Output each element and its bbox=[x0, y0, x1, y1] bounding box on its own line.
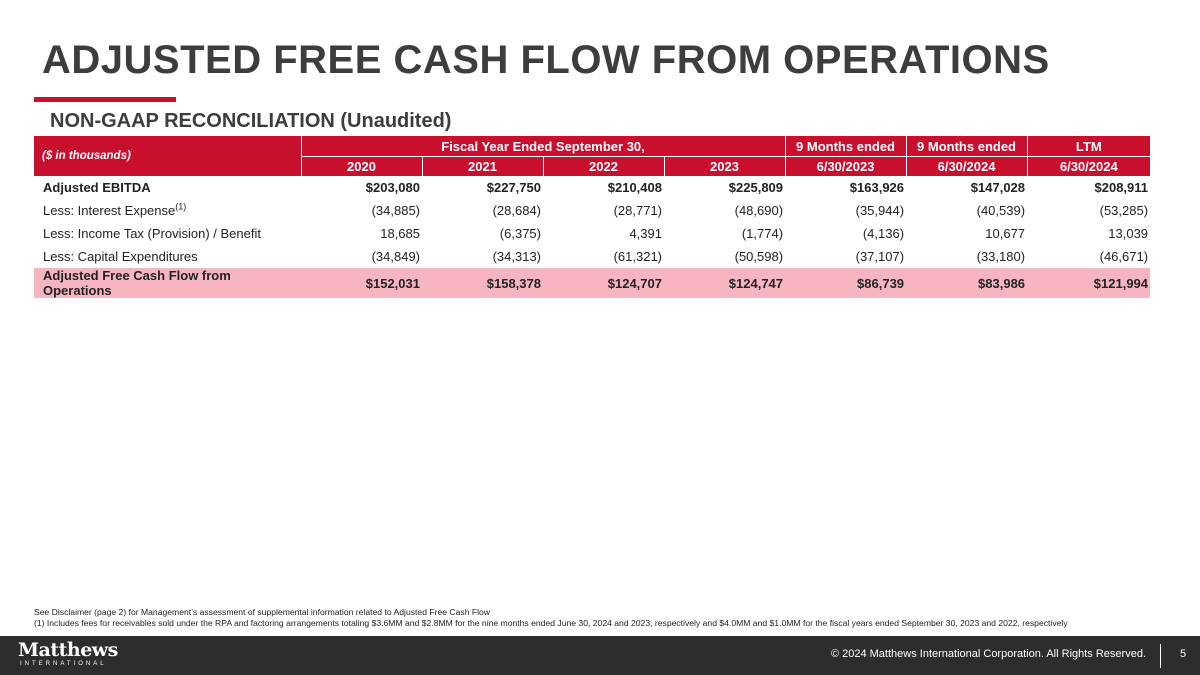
column-header: 6/30/2023 bbox=[784, 156, 907, 176]
table-row-income-tax: Less: Income Tax (Provision) / Benefit 1… bbox=[34, 222, 1150, 245]
column-header: 2020 bbox=[300, 156, 422, 176]
table-cell: (35,944) bbox=[855, 203, 905, 218]
table-cell: (34,313) bbox=[492, 249, 541, 264]
footer-divider bbox=[1160, 644, 1161, 668]
units-label: ($ in thousands) bbox=[34, 136, 301, 176]
table-cell: (37,107) bbox=[855, 249, 905, 264]
table-cell: $83,986 bbox=[906, 268, 1028, 298]
column-header: 2022 bbox=[542, 156, 664, 176]
row-label: Less: Interest Expense bbox=[43, 203, 176, 218]
table-header-row-groups: ($ in thousands) Fiscal Year Ended Septe… bbox=[34, 136, 1151, 176]
footnote-marker: (1) bbox=[175, 201, 187, 212]
table-cell: $152,031 bbox=[301, 268, 422, 298]
footnotes: See Disclaimer (page 2) for Management’s… bbox=[34, 607, 1068, 629]
table-cell: (40,539) bbox=[976, 203, 1026, 218]
table-header-row-periods: 2020 2021 2022 2023 6/30/2023 6/30/2024 … bbox=[34, 156, 1151, 176]
company-logo-subtext: INTERNATIONAL bbox=[20, 661, 107, 667]
table-cell: $124,747 bbox=[664, 268, 786, 298]
table-cell: $203,080 bbox=[365, 180, 420, 195]
row-label: Less: Income Tax (Provision) / Benefit bbox=[43, 226, 261, 241]
table-cell: (61,321) bbox=[613, 249, 662, 264]
title-accent-bar bbox=[34, 97, 176, 102]
row-label-cell: Less: Interest Expense(1) bbox=[34, 199, 301, 222]
ltm-header: LTM bbox=[1026, 136, 1151, 157]
page-title: ADJUSTED FREE CASH FLOW FROM OPERATIONS bbox=[42, 38, 1050, 82]
table-cell: (6,375) bbox=[499, 226, 541, 241]
table-cell: (28,771) bbox=[613, 203, 662, 218]
table-cell: (28,684) bbox=[492, 203, 541, 218]
row-label: Adjusted EBITDA bbox=[43, 180, 151, 195]
table-row-adjusted-ebitda: Adjusted EBITDA $203,080 $227,750 $210,4… bbox=[34, 176, 1150, 199]
table-cell: (1,774) bbox=[741, 226, 784, 241]
table-cell: (50,598) bbox=[734, 249, 784, 264]
table-cell: (53,285) bbox=[1099, 203, 1149, 218]
table-cell: (34,885) bbox=[371, 203, 420, 218]
column-header: 6/30/2024 bbox=[905, 156, 1028, 176]
section-subtitle: NON-GAAP RECONCILIATION (Unaudited) bbox=[50, 110, 452, 132]
footer-bar: Matthews INTERNATIONAL © 2024 Matthews I… bbox=[0, 636, 1200, 675]
column-header: 6/30/2024 bbox=[1026, 156, 1151, 176]
table-cell: $225,809 bbox=[728, 180, 784, 195]
table-row-capital-expenditures: Less: Capital Expenditures (34,849) (34,… bbox=[34, 245, 1150, 268]
table-cell: $163,926 bbox=[849, 180, 905, 195]
table-cell: $121,994 bbox=[1027, 268, 1151, 298]
page-number: 5 bbox=[1180, 648, 1187, 660]
company-logo: Matthews bbox=[18, 639, 118, 661]
disclaimer-note: See Disclaimer (page 2) for Management’s… bbox=[34, 607, 491, 617]
table-cell: $158,378 bbox=[422, 268, 543, 298]
table-cell: (46,671) bbox=[1099, 249, 1149, 264]
table-cell: 10,677 bbox=[985, 226, 1026, 241]
copyright-notice: © 2024 Matthews International Corporatio… bbox=[830, 648, 1146, 660]
table-row-interest-expense: Less: Interest Expense(1) (34,885) (28,6… bbox=[34, 199, 1150, 222]
column-header: 2023 bbox=[663, 156, 786, 176]
fiscal-year-header: Fiscal Year Ended September 30, bbox=[300, 136, 786, 157]
table-cell: $227,750 bbox=[486, 180, 541, 195]
table-cell: (4,136) bbox=[862, 226, 905, 241]
column-header: 2021 bbox=[421, 156, 543, 176]
table-cell: $208,911 bbox=[1094, 180, 1149, 195]
table-row-adjusted-free-cash-flow: Adjusted Free Cash Flow from Operations … bbox=[34, 268, 1151, 298]
row-label: Adjusted Free Cash Flow from Operations bbox=[34, 268, 301, 298]
table-cell: 13,039 bbox=[1108, 226, 1149, 241]
reconciliation-table: ($ in thousands) Fiscal Year Ended Septe… bbox=[34, 136, 1151, 298]
table-cell: 18,685 bbox=[380, 226, 420, 241]
table-cell: $86,739 bbox=[785, 268, 907, 298]
nine-months-2023-header: 9 Months ended bbox=[784, 136, 907, 157]
table-cell: (34,849) bbox=[371, 249, 420, 264]
table-cell: (33,180) bbox=[976, 249, 1026, 264]
table-cell: $210,408 bbox=[607, 180, 662, 195]
table-cell: (48,690) bbox=[734, 203, 784, 218]
footnote-1: (1) Includes fees for receivables sold u… bbox=[34, 618, 1068, 628]
nine-months-2024-header: 9 Months ended bbox=[905, 136, 1028, 157]
table-cell: $147,028 bbox=[970, 180, 1026, 195]
table-cell: 4,391 bbox=[629, 226, 662, 241]
row-label: Less: Capital Expenditures bbox=[43, 249, 198, 264]
table-cell: $124,707 bbox=[543, 268, 664, 298]
